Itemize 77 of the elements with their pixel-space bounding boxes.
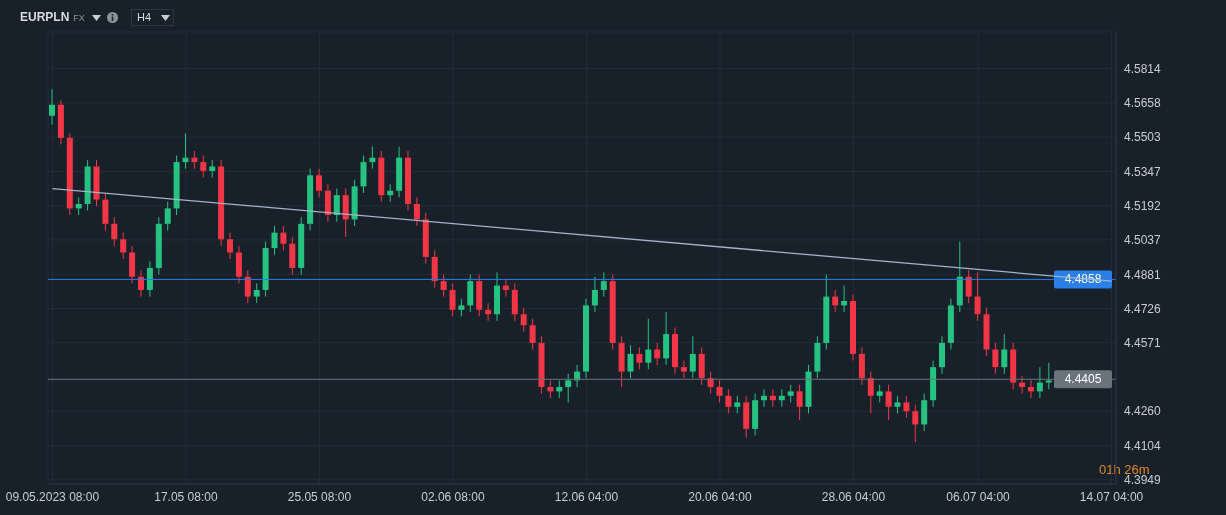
y-tick-label: 4.5658	[1124, 96, 1162, 111]
candlestick	[138, 269, 144, 298]
y-tick-label: 4.4881	[1124, 267, 1162, 282]
y-tick-label: 4.4571	[1124, 335, 1162, 350]
candlestick	[867, 371, 874, 414]
y-tick-label: 4.5192	[1124, 199, 1162, 213]
candlestick	[600, 271, 607, 298]
y-tick-label: 4.5037	[1124, 233, 1162, 248]
candlestick	[965, 269, 972, 304]
candlestick	[769, 388, 776, 408]
candlestick	[680, 360, 687, 379]
x-tick-label: 17.05 08:00	[154, 489, 218, 504]
candlestick	[912, 404, 919, 443]
x-tick-label: 06.07 04:00	[946, 489, 1011, 504]
x-tick-label: 12.06 04:00	[554, 489, 619, 504]
candlestick	[200, 154, 207, 179]
candlestick	[485, 302, 492, 322]
candlestick	[591, 276, 598, 313]
candlestick	[1036, 366, 1043, 399]
candlestick	[725, 388, 732, 414]
candlestick	[689, 335, 696, 379]
x-tick-label: 02.06 08:00	[421, 489, 485, 504]
x-tick-label: 20.06 04:00	[688, 489, 752, 504]
candlestick	[716, 379, 723, 403]
candlestick	[164, 201, 171, 231]
y-tick-label: 4.5503	[1124, 130, 1162, 145]
candlestick	[440, 274, 447, 298]
candlestick	[1001, 333, 1008, 375]
candlestick	[280, 225, 287, 251]
candlestick	[761, 388, 767, 408]
text: H4	[137, 11, 152, 23]
candlestick	[146, 260, 153, 298]
candlestick	[449, 282, 456, 317]
candlestick	[120, 232, 127, 260]
candlestick	[707, 371, 714, 395]
candlestick	[253, 282, 260, 304]
y-tick-label: 4.4260	[1124, 404, 1162, 419]
ref-line-label: 4.4858	[1064, 272, 1102, 287]
candlestick	[1045, 362, 1052, 390]
candlestick	[565, 373, 572, 403]
candlestick	[1019, 375, 1026, 395]
y-tick-label: 4.4104	[1124, 438, 1162, 453]
x-tick-label: 09.05.2023 08:00	[5, 489, 100, 504]
candlestick	[841, 285, 848, 313]
candlestick	[796, 384, 803, 421]
candlestick	[333, 188, 340, 223]
candlestick	[654, 342, 661, 366]
chart-title: EURPLN	[20, 10, 70, 24]
candlestick	[627, 344, 634, 379]
candlestick	[227, 232, 233, 260]
x-tick-label: 14.07 04:00	[1079, 489, 1144, 504]
candlestick	[316, 168, 322, 198]
candlestick	[502, 278, 509, 298]
candlestick	[645, 318, 652, 370]
y-tick-label: 4.5814	[1124, 61, 1162, 76]
candlestick	[529, 318, 536, 350]
candlestick	[974, 271, 981, 322]
chart-subtitle: FX	[73, 13, 85, 23]
y-tick-label: 4.4726	[1124, 301, 1162, 316]
candlestick	[111, 216, 118, 247]
candlestick	[832, 289, 839, 313]
y-tick-label: 4.5347	[1124, 164, 1162, 179]
candlestick	[271, 225, 278, 256]
x-tick-label: 28.06 04:00	[821, 489, 886, 504]
candlestick	[182, 132, 189, 170]
candlestick	[369, 146, 376, 170]
candlestick	[885, 384, 892, 421]
candlestick	[992, 342, 999, 375]
candlestick	[49, 88, 55, 126]
candlestick	[636, 346, 643, 370]
ref-line-label: 4.4405	[1064, 372, 1102, 387]
candlestick	[1028, 379, 1034, 399]
candlestick	[903, 395, 910, 419]
x-tick-label: 25.05 08:00	[287, 489, 352, 504]
candlestick	[520, 307, 527, 333]
candlestick	[244, 269, 251, 304]
candlestick	[413, 196, 420, 227]
